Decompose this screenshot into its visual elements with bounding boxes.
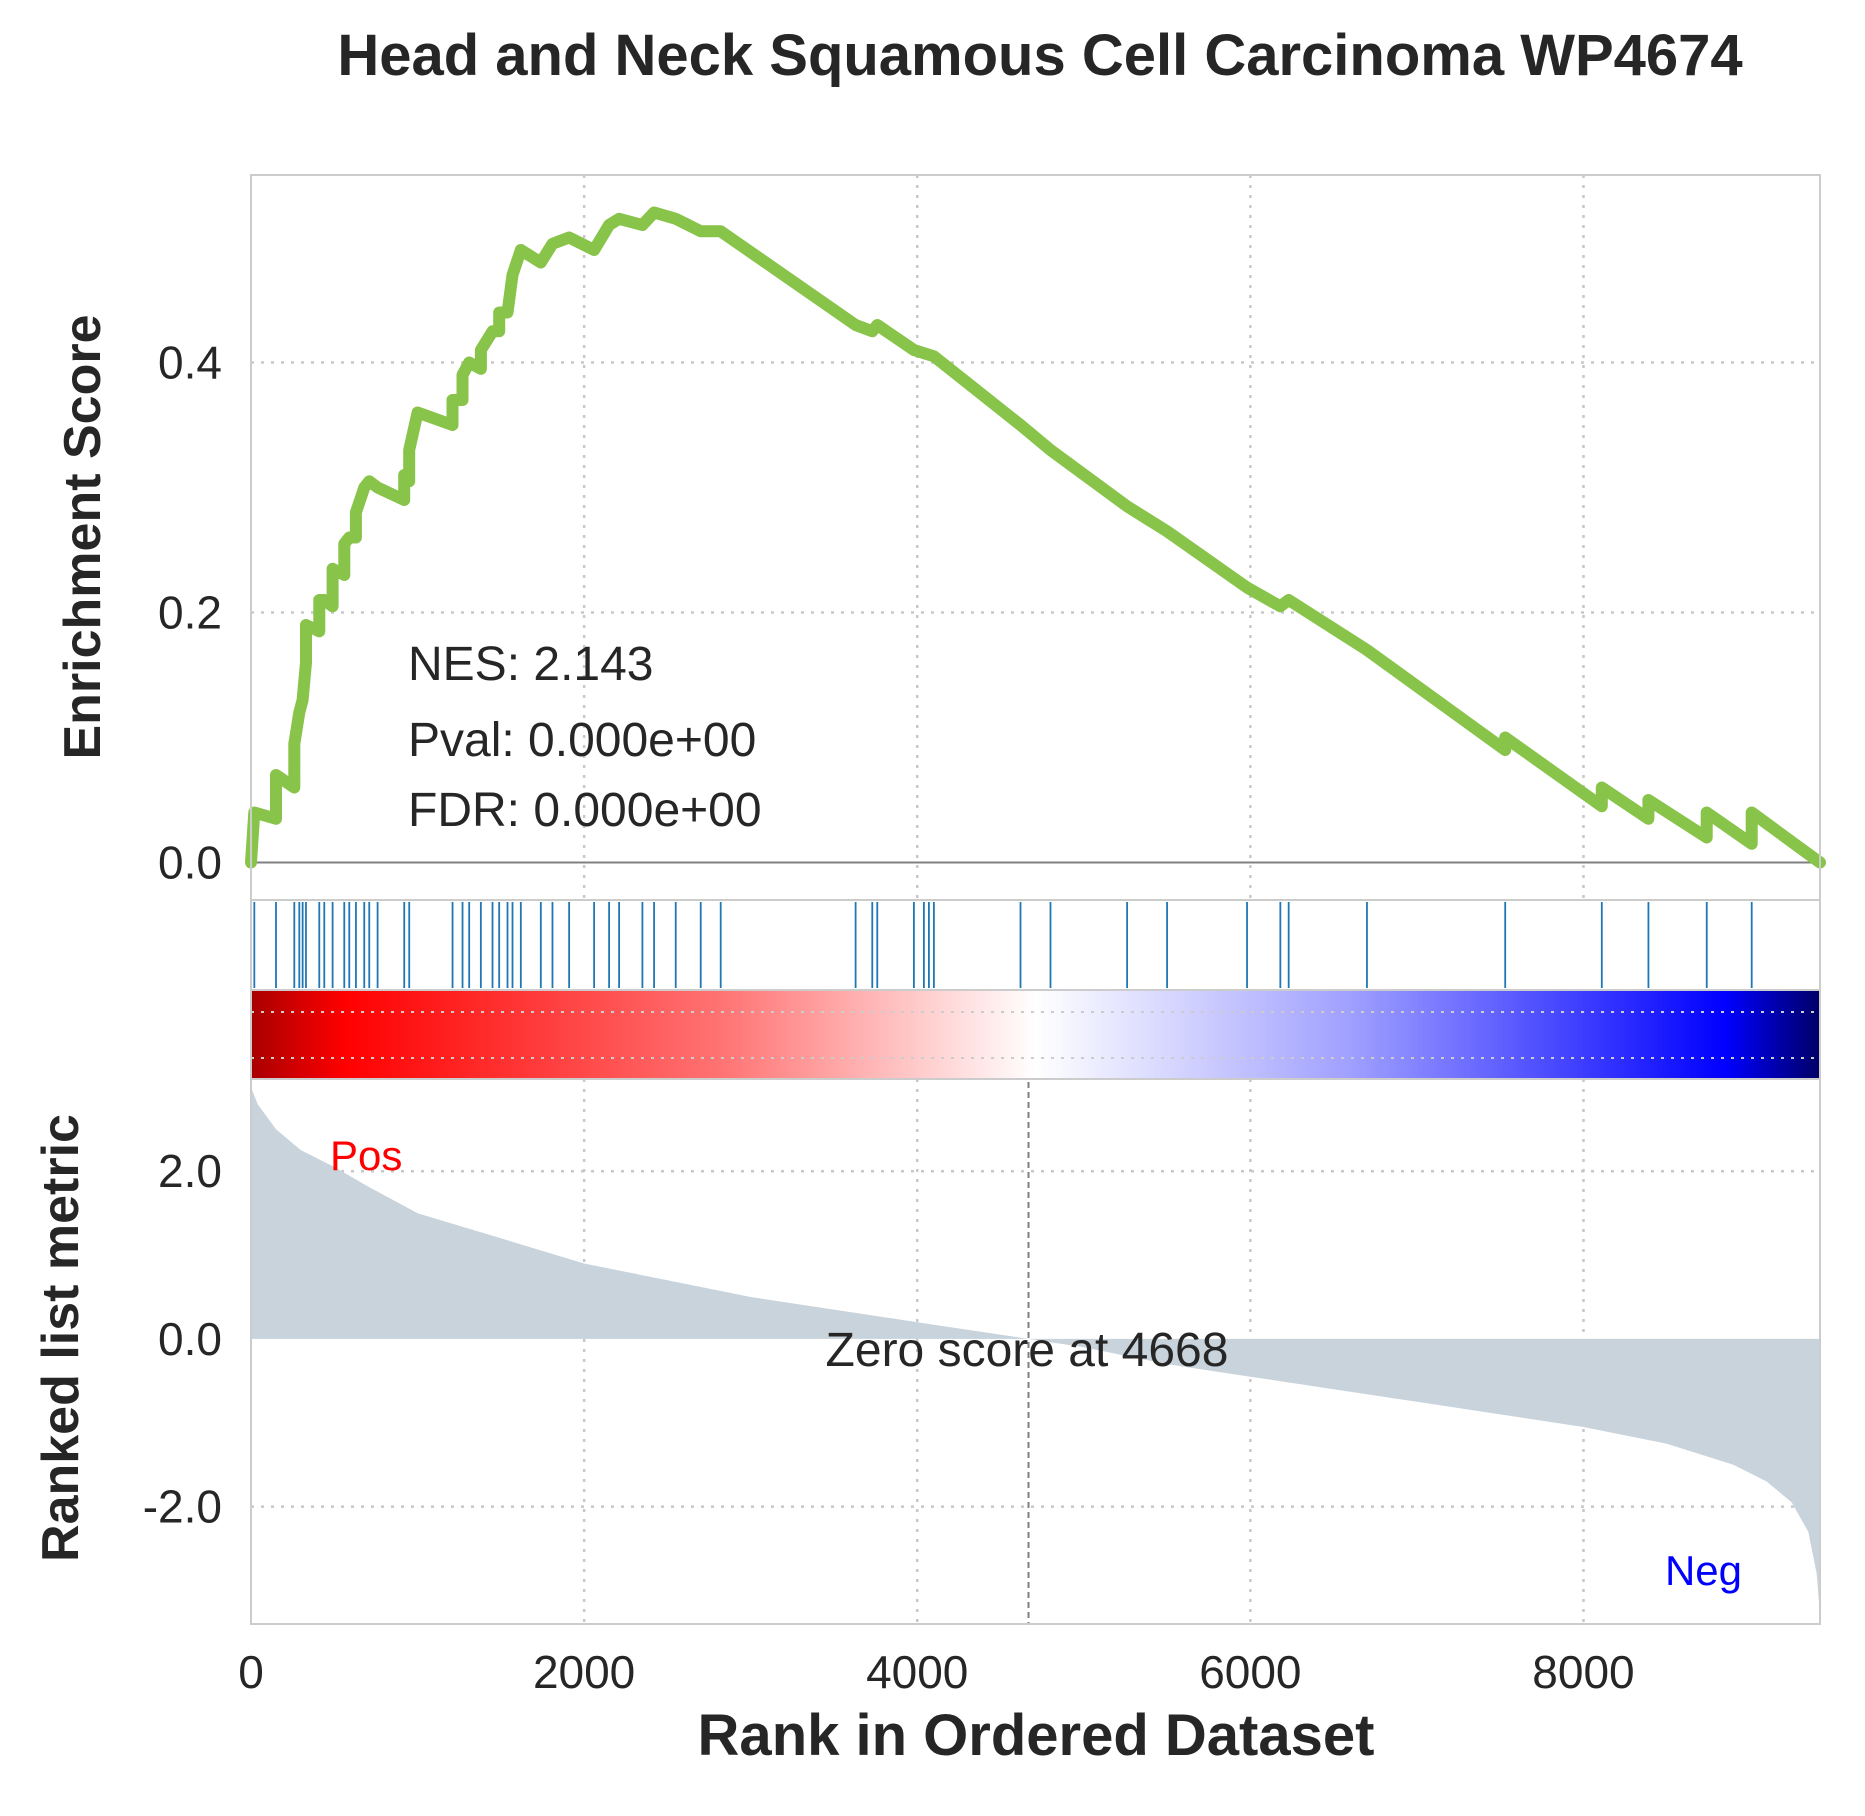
pval-stat: Pval: 0.000e+00 [408, 714, 756, 767]
nes-stat: NES: 2.143 [408, 638, 653, 691]
rank-y-axis-label: Ranked list metric [32, 1114, 90, 1562]
rank-color-bar [251, 991, 1820, 1079]
gene-hits-panel [250, 899, 1821, 991]
hits-panel-frame [250, 899, 1821, 991]
zero-score-label: Zero score at 4668 [826, 1324, 1229, 1377]
x-tick-3: 6000 [1199, 1646, 1301, 1698]
ranked-metric-area [251, 1087, 1820, 1616]
es-y-tick-1: 0.2 [158, 587, 222, 639]
chart-title: Head and Neck Squamous Cell Carcinoma WP… [337, 23, 1742, 88]
ranked-metric-panel: Zero score at 4668 Pos Neg [250, 1078, 1821, 1625]
es-gridlines [251, 175, 1820, 900]
rank-gradient [251, 991, 1820, 1079]
es-y-tick-0: 0.0 [158, 837, 222, 889]
x-tick-2: 4000 [866, 1646, 968, 1698]
es-y-axis-label: Enrichment Score [54, 314, 112, 759]
enrichment-score-line [245, 206, 1826, 869]
fdr-stat: FDR: 0.000e+00 [408, 784, 762, 837]
x-tick-0: 0 [238, 1646, 264, 1698]
es-y-axis-ticks: 0.0 0.2 0.4 [158, 337, 222, 889]
gene-hit-marks [253, 902, 1753, 988]
x-tick-4: 8000 [1532, 1646, 1634, 1698]
pos-label: Pos [330, 1132, 402, 1179]
rank-y-tick-0: 2.0 [158, 1145, 222, 1197]
es-y-tick-2: 0.4 [158, 337, 222, 389]
rank-y-tick-2: -2.0 [143, 1481, 222, 1533]
x-tick-1: 2000 [533, 1646, 635, 1698]
enrichment-score-panel: NES: 2.143 Pval: 0.000e+00 FDR: 0.000e+0… [245, 174, 1826, 901]
rank-y-tick-1: 0.0 [158, 1313, 222, 1365]
rank-y-axis-ticks: 2.0 0.0 -2.0 [143, 1145, 222, 1532]
x-axis-label: Rank in Ordered Dataset [698, 1703, 1375, 1768]
neg-label: Neg [1665, 1547, 1742, 1594]
x-axis-ticks: 0 2000 4000 6000 8000 [238, 1646, 1634, 1698]
